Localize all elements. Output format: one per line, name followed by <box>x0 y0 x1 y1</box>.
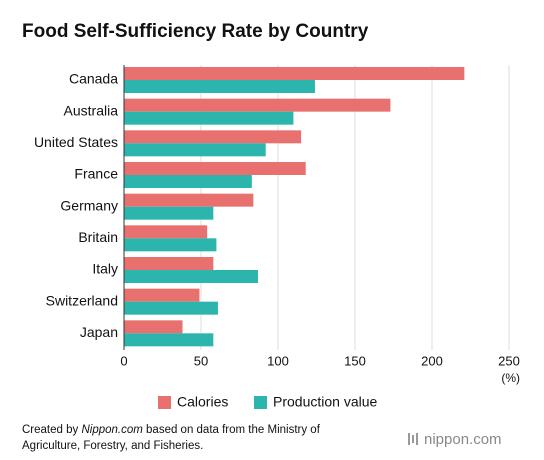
y-tick-label: Japan <box>80 324 118 340</box>
y-tick-label: Switzerland <box>46 292 118 308</box>
x-tick-label: 250 <box>498 353 520 368</box>
bar <box>124 270 258 283</box>
bar <box>124 333 214 347</box>
bar <box>124 257 214 270</box>
footer-source: Nippon.com <box>81 424 143 436</box>
x-tick-label: 50 <box>194 353 208 368</box>
bar <box>124 143 266 157</box>
bar <box>124 301 218 315</box>
x-tick-label: 100 <box>267 353 289 368</box>
legend-label: Production value <box>273 394 378 410</box>
bar <box>124 238 217 252</box>
bar <box>124 130 302 144</box>
footer-text: Agriculture, Forestry, and Fisheries. <box>22 440 204 452</box>
legend-label: Calories <box>177 394 228 410</box>
y-tick-label: Italy <box>92 261 118 277</box>
x-unit: (%) <box>501 371 520 385</box>
chart-title: Food Self-Sufficiency Rate by Country <box>22 21 369 42</box>
bar <box>124 206 214 220</box>
footer-text: based on data from the Ministry of <box>142 424 320 436</box>
bar <box>124 193 254 207</box>
legend-swatch <box>254 396 267 409</box>
bar <box>124 320 183 334</box>
x-tick-label: 0 <box>120 353 127 368</box>
bar <box>124 175 252 188</box>
bar <box>124 80 315 93</box>
x-tick-label: 200 <box>421 353 443 368</box>
y-tick-label: United States <box>34 134 118 150</box>
bar <box>124 162 306 175</box>
logo-icon <box>408 433 418 445</box>
logo: nippon.com <box>424 431 502 448</box>
y-tick-label: Germany <box>60 197 118 213</box>
y-tick-label: Australia <box>64 102 119 118</box>
bar <box>124 67 465 80</box>
y-tick-label: Canada <box>69 71 118 87</box>
footer-text: Created by <box>22 424 82 436</box>
bar <box>124 225 208 239</box>
y-tick-label: France <box>74 166 118 182</box>
bar <box>124 98 391 112</box>
x-tick-label: 150 <box>344 353 366 368</box>
y-tick-label: Britain <box>78 229 118 245</box>
footer: Created by Nippon.com based on data from… <box>22 422 320 454</box>
bar <box>124 288 200 302</box>
bar <box>124 111 294 125</box>
legend-swatch <box>158 396 171 409</box>
